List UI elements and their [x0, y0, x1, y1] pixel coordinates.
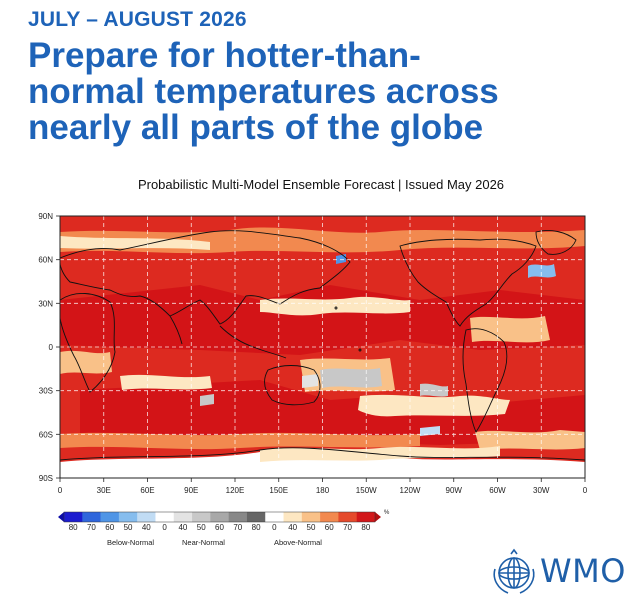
lon-label: 60E — [140, 486, 154, 495]
wmo-wordmark: WMO — [540, 552, 626, 590]
legend-arrow-left — [58, 512, 64, 522]
headline: Prepare for hotter-than- normal temperat… — [28, 38, 628, 146]
legend-unit: % — [384, 510, 390, 516]
legend-swatch — [210, 512, 229, 522]
legend-swatch — [100, 512, 120, 522]
legend-tick-label: 60 — [215, 523, 224, 532]
lon-label: 0 — [58, 486, 63, 495]
period-label: JULY – AUGUST 2026 — [28, 8, 247, 31]
legend-tick-label: 50 — [124, 523, 133, 532]
lat-label: 90S — [39, 474, 53, 483]
legend-colorbar: % — [58, 510, 390, 523]
lon-label: 60W — [489, 486, 506, 495]
legend-swatch — [173, 512, 193, 522]
lon-label: 0 — [583, 486, 588, 495]
headline-line-2: normal temperatures across — [28, 72, 499, 111]
coastlines — [60, 229, 585, 461]
lon-label: 30E — [97, 486, 111, 495]
legend-arrow-right — [375, 512, 381, 522]
legend-tick-label: 80 — [252, 523, 261, 532]
legend-tick-label: 80 — [361, 523, 370, 532]
legend-tick-label: 80 — [69, 523, 78, 532]
legend-near-label: Near-Normal — [182, 538, 225, 547]
headline-line-3: nearly all parts of the globe — [28, 108, 484, 147]
legend-swatch — [118, 512, 138, 522]
legend-swatch — [265, 512, 284, 522]
legend-tick-label: 50 — [197, 523, 206, 532]
legend-tick-label: 0 — [272, 523, 277, 532]
legend-swatch — [228, 512, 248, 522]
legend-swatch — [301, 512, 321, 522]
legend-swatch — [64, 512, 83, 522]
legend-swatch — [192, 512, 211, 522]
axis-ticks — [56, 215, 586, 482]
legend-tick-label: 60 — [325, 523, 334, 532]
legend-tick-label: 70 — [87, 523, 96, 532]
lon-label: 120W — [400, 486, 421, 495]
legend-swatch — [338, 512, 357, 522]
legend-tick-label: 70 — [343, 523, 352, 532]
lat-label: 30S — [39, 387, 53, 396]
lon-label: 150E — [269, 486, 288, 495]
legend-tick-label: 0 — [162, 523, 167, 532]
legend-tick-label: 70 — [233, 523, 242, 532]
legend-swatch — [82, 512, 101, 522]
legend-swatch — [283, 512, 303, 522]
legend-tick-label: 40 — [288, 523, 297, 532]
headline-line-1: Prepare for hotter-than- — [28, 36, 421, 75]
map-subtitle: Probabilistic Multi-Model Ensemble Forec… — [137, 177, 505, 192]
lon-label: 180 — [316, 486, 330, 495]
lon-label: 120E — [226, 486, 245, 495]
lat-label: 0 — [49, 343, 54, 352]
legend-swatch — [356, 512, 376, 522]
legend-tick-label: 60 — [105, 523, 114, 532]
lat-label: 60N — [38, 256, 53, 265]
lat-label: 90N — [38, 212, 53, 221]
legend-below-label: Below-Normal — [107, 538, 155, 547]
legend-swatch — [246, 512, 266, 522]
lon-label: 90E — [184, 486, 198, 495]
lat-label: 30N — [38, 299, 53, 308]
legend-swatch — [155, 512, 175, 522]
lon-label: 30W — [533, 486, 550, 495]
wmo-logo-icon — [493, 548, 535, 594]
legend-swatch — [137, 512, 156, 522]
lat-label: 60S — [39, 430, 53, 439]
legend-tick-label: 40 — [178, 523, 187, 532]
legend-tick-label: 50 — [307, 523, 316, 532]
legend-above-label: Above-Normal — [274, 538, 322, 547]
legend-tick-label: 40 — [142, 523, 151, 532]
lon-label: 90W — [446, 486, 463, 495]
legend-swatch — [320, 512, 339, 522]
lon-label: 150W — [356, 486, 377, 495]
graticule — [60, 216, 585, 478]
